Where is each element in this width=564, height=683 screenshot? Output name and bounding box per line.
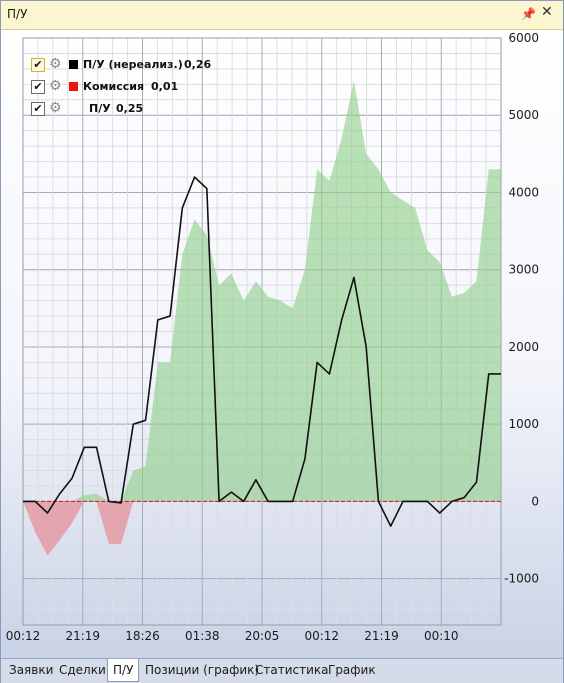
x-tick-label: 20:05 <box>245 629 280 643</box>
pl-area-positive <box>23 80 501 502</box>
close-icon[interactable]: ✕ <box>541 4 553 20</box>
chart-area: 6000 5000 4000 3000 2000 1000 0 -1000 00:12 21:1… <box>1 30 563 658</box>
y-tick-label: 2000 <box>508 340 539 354</box>
tab-orders[interactable]: Заявки <box>9 663 54 677</box>
x-tick-label: 21:19 <box>364 629 399 643</box>
tab-pl[interactable]: П/У <box>107 659 140 682</box>
y-tick-label: 3000 <box>508 263 539 277</box>
x-tick-label: 00:10 <box>424 629 459 643</box>
x-tick-label: 18:26 <box>125 629 160 643</box>
pl-area-negative <box>23 501 501 556</box>
y-tick-label: 6000 <box>508 31 539 45</box>
pl-chart: 6000 5000 4000 3000 2000 1000 0 -1000 00:12 21:1… <box>1 30 563 658</box>
legend-item-commission: ✔ ⚙ Комиссия 0,01 <box>31 78 291 97</box>
legend-label: П/У <box>89 102 111 115</box>
pin-icon[interactable]: 📌 <box>521 7 536 21</box>
tab-positions-chart[interactable]: Позиции (график) <box>145 663 260 677</box>
tab-bar: Заявки Сделки П/У Позиции (график) Стати… <box>1 658 563 683</box>
unrealized-line <box>23 176 501 527</box>
y-tick-label: 1000 <box>508 417 539 431</box>
y-tick-label: 4000 <box>508 185 539 199</box>
gear-icon[interactable]: ⚙ <box>49 78 62 94</box>
legend-value: 0,25 <box>116 102 144 115</box>
pl-area-series <box>23 80 501 556</box>
tab-trades[interactable]: Сделки <box>59 663 106 677</box>
tab-chart[interactable]: График <box>328 663 376 677</box>
x-tick-label: 00:12 <box>304 629 339 643</box>
legend-checkbox[interactable]: ✔ <box>31 102 45 116</box>
legend-label: Комиссия <box>83 80 145 93</box>
legend-value: 0,01 <box>151 80 179 93</box>
x-axis: 00:12 21:19 18:26 01:38 20:05 00:12 21:19 00:10 <box>6 629 459 643</box>
legend-value: 0,26 <box>184 58 212 71</box>
y-tick-label: -1000 <box>504 572 539 586</box>
legend-checkbox[interactable]: ✔ <box>31 58 45 72</box>
legend-swatch <box>69 82 78 91</box>
title-bar: П/У 📌 ✕ <box>1 1 563 30</box>
unrealized-line-series <box>23 176 501 527</box>
legend-item-unrealized: ✔ ⚙ П/У (нереализ.) 0,26 <box>31 56 291 75</box>
tab-statistics[interactable]: Статистика <box>255 663 329 677</box>
legend-label: П/У (нереализ.) <box>83 58 183 71</box>
x-tick-label: 21:19 <box>65 629 100 643</box>
legend-checkbox[interactable]: ✔ <box>31 80 45 94</box>
gear-icon[interactable]: ⚙ <box>49 56 62 72</box>
y-tick-label: 0 <box>531 494 539 508</box>
window-title: П/У <box>7 7 28 21</box>
legend-item-pl: ✔ ⚙ П/У 0,25 <box>31 100 291 119</box>
x-tick-label: 00:12 <box>6 629 41 643</box>
y-tick-label: 5000 <box>508 108 539 122</box>
legend-swatch <box>69 60 78 69</box>
y-axis: 6000 5000 4000 3000 2000 1000 0 -1000 <box>504 31 539 586</box>
x-tick-label: 01:38 <box>185 629 220 643</box>
gear-icon[interactable]: ⚙ <box>49 100 62 116</box>
